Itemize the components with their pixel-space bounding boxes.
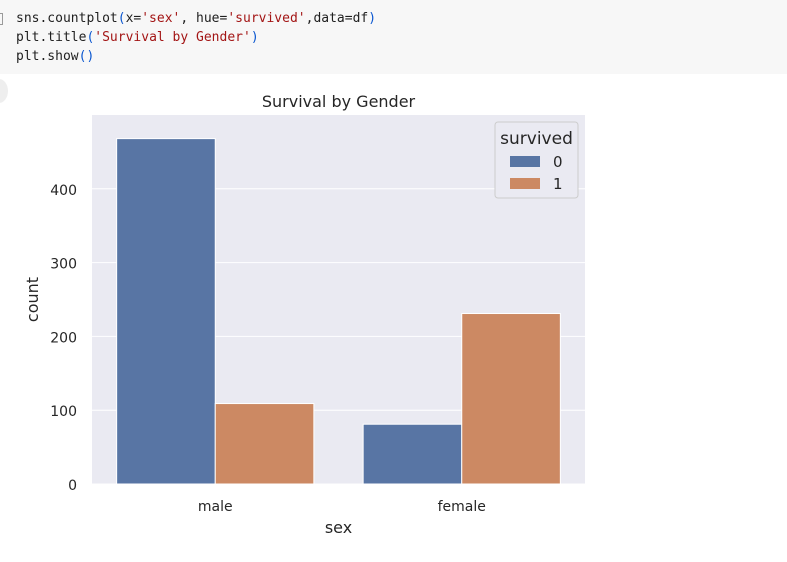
legend-swatch-0 <box>510 156 540 167</box>
code-token: ) <box>368 11 377 26</box>
code-token: ) <box>250 30 259 45</box>
code-token: x= <box>125 11 142 26</box>
code-token: 'survived' <box>227 11 306 26</box>
x-tick-label: male <box>198 499 233 515</box>
x-axis-label: sex <box>325 518 352 537</box>
y-tick-label: 100 <box>50 404 77 420</box>
y-axis-label: count <box>23 277 42 322</box>
y-tick-label: 0 <box>68 478 77 494</box>
code-line: plt.title('Survival by Gender') <box>16 28 376 47</box>
code-token: ,data=df <box>305 11 369 26</box>
x-tick-label: female <box>438 499 486 515</box>
legend-label: 0 <box>553 153 563 171</box>
code-editor[interactable]: sns.countplot(x='sex', hue='survived',da… <box>16 9 376 66</box>
code-token: () <box>78 49 95 64</box>
x-tick-labels: male female <box>198 499 486 515</box>
code-line: plt.show() <box>16 47 376 66</box>
code-token: plt.show <box>16 49 79 64</box>
code-token: 'Survival by Gender' <box>94 30 251 45</box>
countplot-chart: 0 100 200 300 400 male female Survival by Gen… <box>23 92 585 537</box>
chart-title: Survival by Gender <box>262 92 416 111</box>
y-tick-label: 400 <box>50 183 77 199</box>
legend: survived 0 1 <box>494 121 579 199</box>
bars <box>116 138 561 485</box>
y-tick-label: 200 <box>50 330 77 346</box>
bar-male-1 <box>214 403 315 485</box>
code-token: , hue= <box>180 11 228 26</box>
legend-title: survived <box>500 129 573 149</box>
code-token: ( <box>86 30 95 45</box>
cell-gutter-bracket <box>0 13 3 25</box>
output-toggle-button[interactable] <box>0 79 8 103</box>
legend-swatch-1 <box>510 178 540 189</box>
code-token: sns.countplot <box>16 11 118 26</box>
code-token: plt.title <box>16 30 87 45</box>
legend-label: 1 <box>553 175 563 193</box>
bar-male-0 <box>116 138 216 485</box>
code-cell[interactable]: sns.countplot(x='sex', hue='survived',da… <box>0 0 787 74</box>
y-tick-labels: 0 100 200 300 400 <box>50 183 77 494</box>
bar-female-0 <box>362 423 463 485</box>
code-token: ( <box>117 11 126 26</box>
code-token: 'sex' <box>141 11 181 26</box>
bar-female-1 <box>461 313 561 485</box>
y-tick-label: 300 <box>50 257 77 273</box>
code-line: sns.countplot(x='sex', hue='survived',da… <box>16 9 376 28</box>
